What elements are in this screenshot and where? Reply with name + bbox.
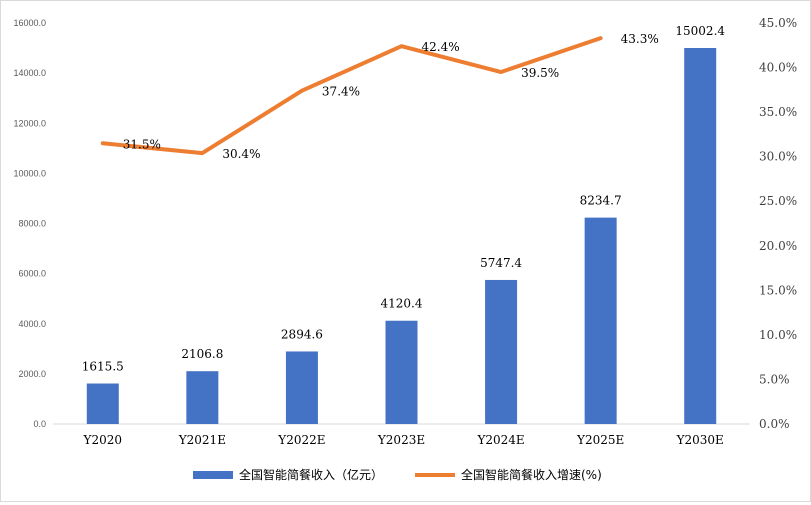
right-axis-tick-label: 20.0% <box>759 239 797 253</box>
bar-value-label: 8234.7 <box>580 194 622 208</box>
bar-y2025e <box>584 217 617 424</box>
left-axis-tick-label: 16000.0 <box>13 18 46 28</box>
growth-rate-point <box>400 44 403 48</box>
x-axis-tick-label: Y2023E <box>377 433 425 447</box>
x-axis-tick-label: Y2020 <box>83 433 122 447</box>
right-axis-tick-label: 30.0% <box>759 150 797 164</box>
bar-value-label: 2106.8 <box>181 347 223 361</box>
growth-rate-line <box>100 36 603 156</box>
bar-value-label: 1615.5 <box>82 360 124 374</box>
right-axis-tick-label: 40.0% <box>759 61 797 75</box>
right-axis-tick-label: 15.0% <box>759 283 797 297</box>
bar-y2021e <box>186 371 219 424</box>
right-axis-tick-label: 5.0% <box>759 372 790 386</box>
growth-rate-label: 31.5% <box>123 137 161 151</box>
bar-value-label: 4120.4 <box>381 297 423 311</box>
bar-y2030e <box>684 48 717 424</box>
left-axis-tick-label: 10000.0 <box>13 168 46 178</box>
growth-rate-point <box>499 70 503 74</box>
left-axis-tick-label: 4000.0 <box>18 319 46 329</box>
right-axis-tick-label: 35.0% <box>759 105 797 119</box>
left-axis-tick-label: 14000.0 <box>13 68 46 78</box>
legend-line-label: 全国智能简餐收入增速(%) <box>461 467 602 482</box>
x-axis-tick-label: Y2030E <box>676 433 724 447</box>
growth-rate-label: 37.4% <box>322 85 360 99</box>
bar-value-label: 5747.4 <box>480 256 522 270</box>
left-axis-tick-label: 2000.0 <box>18 369 46 379</box>
x-axis-tick-label: Y2024E <box>476 433 524 447</box>
bar-value-label: 2894.6 <box>281 327 323 341</box>
bar-y2022e <box>285 351 318 424</box>
growth-rate-point <box>101 141 105 145</box>
growth-rate-label: 39.5% <box>521 66 559 80</box>
growth-rate-label: 30.4% <box>222 147 260 161</box>
left-axis-tick-label: 0.0 <box>33 419 46 429</box>
right-axis-tick-label: 25.0% <box>759 194 797 208</box>
right-axis-tick-label: 45.0% <box>759 16 797 30</box>
left-axis-tick-label: 6000.0 <box>18 269 46 279</box>
left-axis-tick-label: 8000.0 <box>18 219 46 229</box>
x-axis-tick-label: Y2021E <box>178 433 226 447</box>
growth-rate-label: 43.3% <box>621 32 659 46</box>
left-axis-tick-label: 12000.0 <box>13 118 46 128</box>
right-axis-tick-label: 10.0% <box>759 328 797 342</box>
legend-bar-label: 全国智能简餐收入（亿元） <box>239 467 383 482</box>
bar-y2020 <box>86 383 119 424</box>
growth-rate-point <box>599 36 603 40</box>
bar-y2023e <box>385 320 418 424</box>
right-axis-tick-label: 0.0% <box>759 417 790 431</box>
bar-value-label: 15002.4 <box>675 24 725 38</box>
x-axis-tick-label: Y2022E <box>277 433 325 447</box>
growth-rate-point <box>300 89 304 93</box>
growth-rate-point <box>200 151 204 155</box>
growth-rate-label: 42.4% <box>422 40 460 54</box>
legend-bar-swatch <box>193 471 233 479</box>
bar-y2024e <box>485 279 518 424</box>
x-axis-tick-label: Y2025E <box>576 433 624 447</box>
